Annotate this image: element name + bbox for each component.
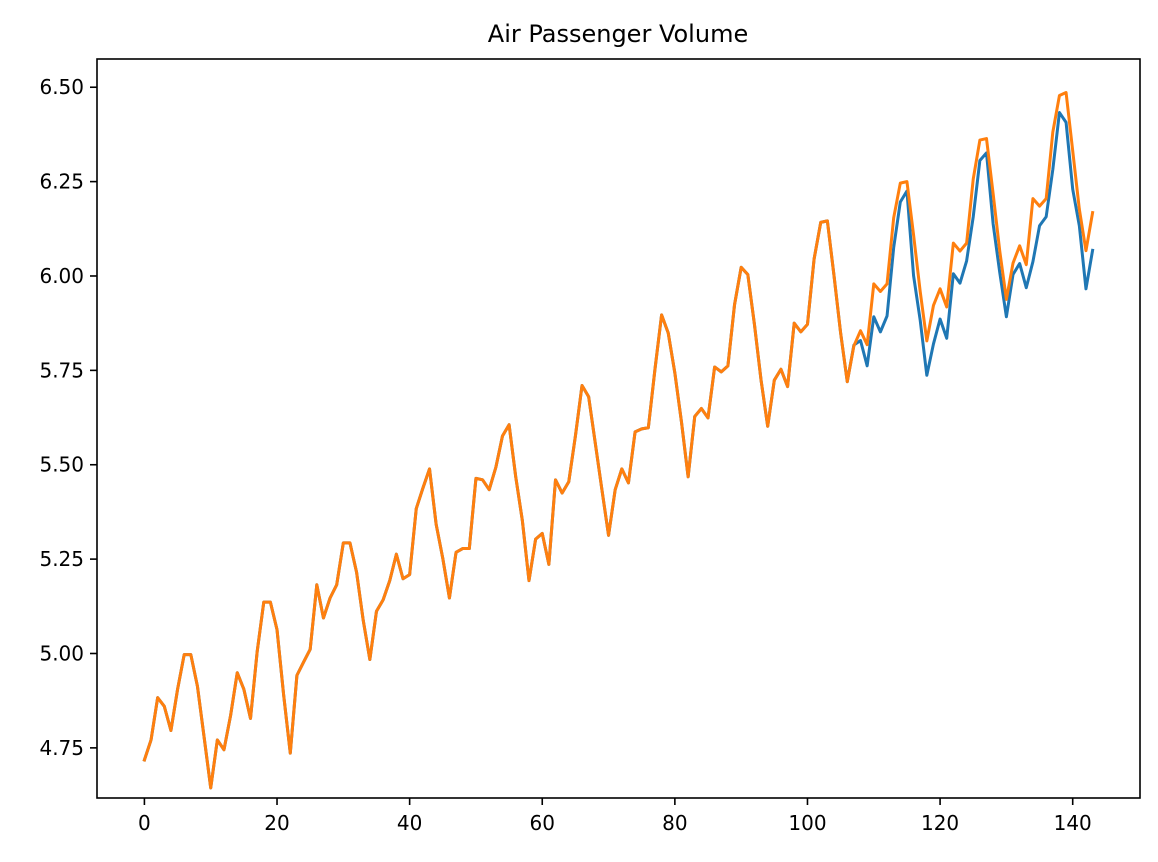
y-tick-label: 6.25: [39, 170, 84, 194]
x-tick-label: 0: [138, 811, 151, 835]
axes-frame: [96, 58, 1141, 799]
x-tick-label: 60: [530, 811, 555, 835]
series-group: [142, 91, 1095, 790]
chart-title: Air Passenger Volume: [488, 20, 748, 48]
plot-area: 0 20 40 60 80 100 120 140 4.75 5.00 5.25 5.50 5.75 6.…: [39, 58, 1141, 835]
series-line-2: [142, 91, 1095, 790]
x-tick-label: 20: [264, 811, 289, 835]
x-tick-label: 100: [788, 811, 826, 835]
y-tick-label: 4.75: [39, 736, 84, 760]
y-tick-label: 5.75: [39, 358, 84, 382]
y-tick-label: 6.00: [39, 264, 84, 288]
x-tick-label: 40: [397, 811, 422, 835]
y-tick-label: 6.50: [39, 75, 84, 99]
x-tick-label: 140: [1054, 811, 1092, 835]
y-tick-label: 5.25: [39, 547, 84, 571]
y-tick-label: 5.50: [39, 453, 84, 477]
x-tick-label: 80: [662, 811, 687, 835]
series-line-1: [142, 111, 1095, 790]
x-tick-label: 120: [921, 811, 959, 835]
y-tick-label: 5.00: [39, 641, 84, 665]
